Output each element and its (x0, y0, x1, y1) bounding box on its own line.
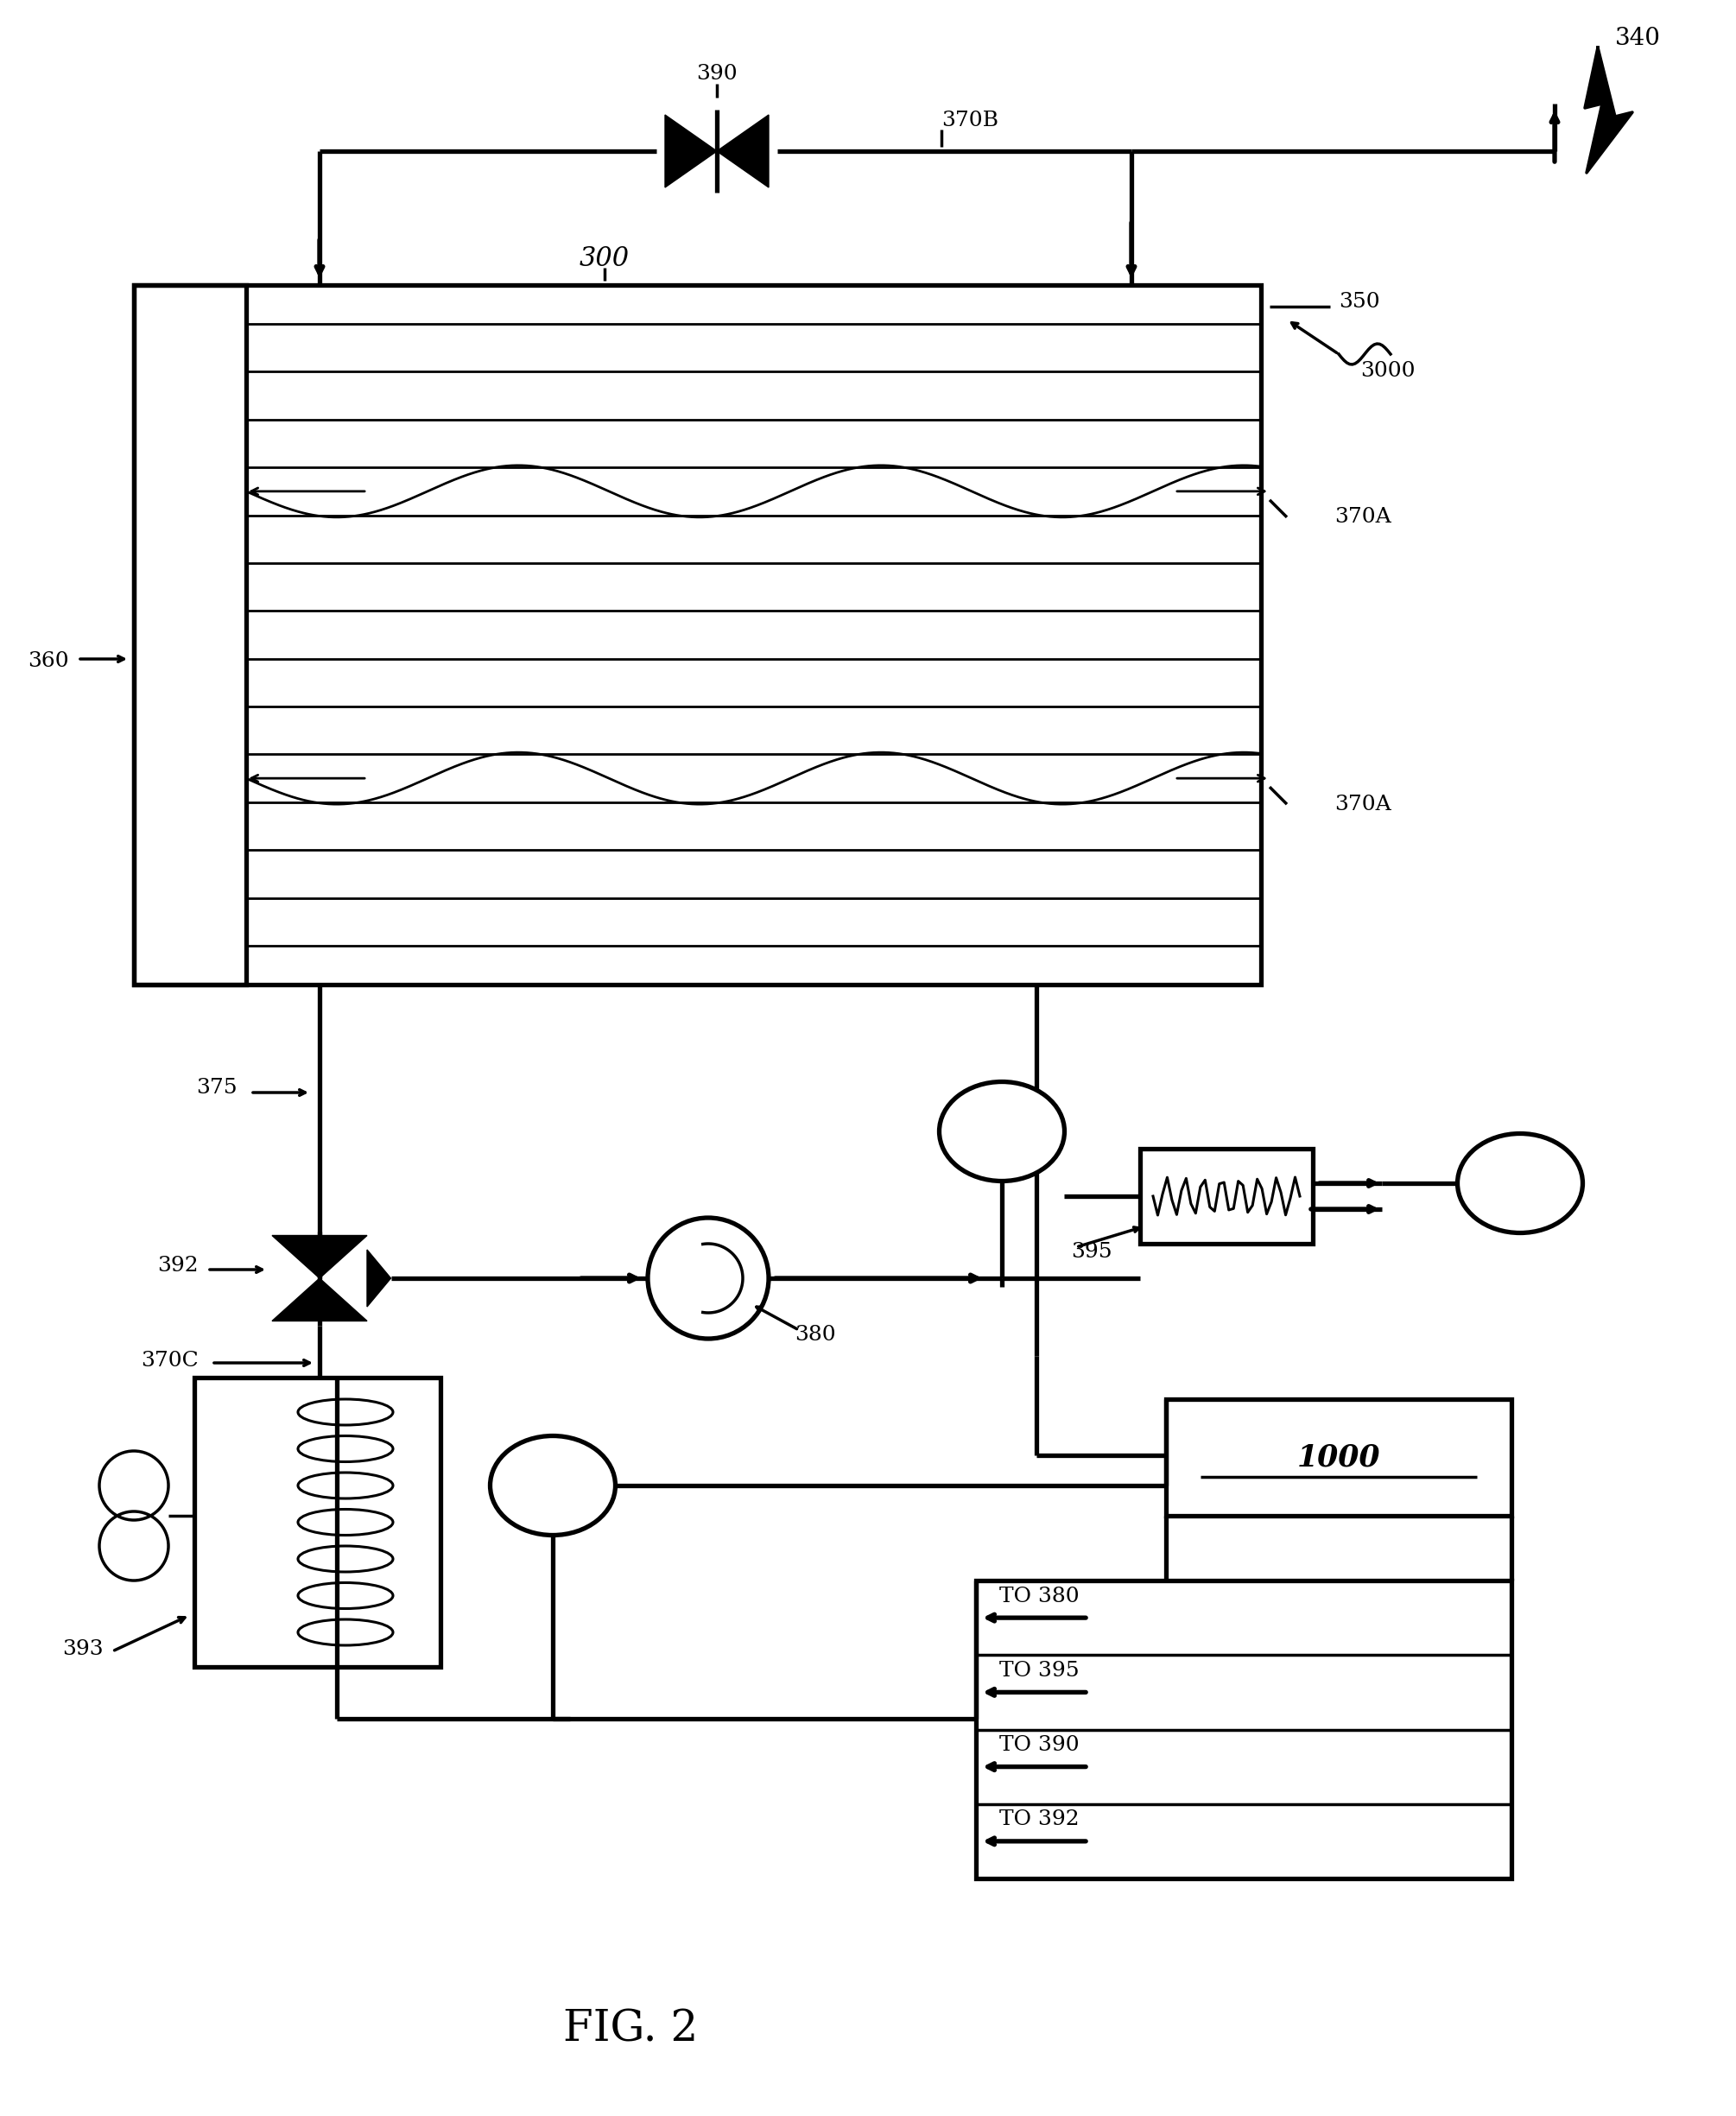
Text: 395: 395 (1071, 1242, 1113, 1263)
Ellipse shape (1458, 1134, 1583, 1234)
Text: T1: T1 (535, 1473, 571, 1498)
Text: 370: 370 (1469, 1187, 1509, 1206)
Text: 3000: 3000 (1361, 362, 1415, 381)
Text: 300: 300 (580, 245, 630, 273)
Text: 370A: 370A (1335, 794, 1391, 815)
Text: 375: 375 (196, 1079, 238, 1098)
Bar (1141, 1149, 1312, 1244)
Polygon shape (273, 1278, 366, 1320)
Text: TO 395: TO 395 (998, 1661, 1080, 1680)
Polygon shape (366, 1251, 391, 1308)
Ellipse shape (490, 1437, 615, 1536)
Bar (134, 286, 1260, 984)
Text: TO 380: TO 380 (998, 1587, 1080, 1606)
Text: 370B: 370B (941, 110, 998, 131)
Polygon shape (717, 114, 769, 188)
Text: 392: 392 (158, 1255, 198, 1276)
Text: TO 392: TO 392 (998, 1809, 1080, 1830)
Text: 350: 350 (1338, 292, 1380, 313)
Bar (1167, 1399, 1512, 1515)
Text: 1000: 1000 (1297, 1443, 1380, 1473)
Text: 380: 380 (795, 1325, 835, 1344)
Text: 390: 390 (696, 63, 738, 83)
Text: 360: 360 (28, 652, 69, 671)
Text: 340: 340 (1614, 28, 1661, 51)
Bar (194, 1378, 441, 1667)
Bar (134, 286, 247, 984)
Text: T3: T3 (1502, 1170, 1538, 1196)
Text: TO 390: TO 390 (998, 1735, 1080, 1754)
Text: FIG. 2: FIG. 2 (562, 2008, 698, 2050)
Polygon shape (665, 114, 717, 188)
Ellipse shape (939, 1081, 1064, 1181)
Text: T2: T2 (984, 1119, 1021, 1145)
Text: 370C: 370C (141, 1350, 198, 1371)
Text: 393: 393 (62, 1640, 104, 1659)
Circle shape (648, 1219, 769, 1339)
Polygon shape (1585, 47, 1632, 174)
Polygon shape (273, 1236, 366, 1278)
Bar (976, 1581, 1512, 1879)
Text: 370A: 370A (1335, 508, 1391, 527)
